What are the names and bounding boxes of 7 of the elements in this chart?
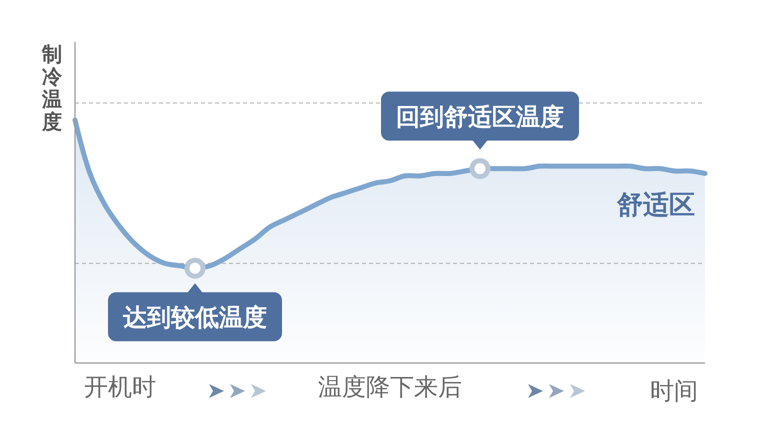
annotation: 回到舒适区温度 xyxy=(396,103,564,132)
x-axis-title: 时间 xyxy=(650,377,698,405)
annotation: 达到较低温度 xyxy=(122,304,267,332)
x-tick-label: 温度降下来后 xyxy=(318,373,462,402)
y-axis-title: 制冷温度 xyxy=(41,42,63,134)
x-tick-label: 开机时 xyxy=(84,373,156,402)
annotation: 舒适区 xyxy=(616,190,695,220)
